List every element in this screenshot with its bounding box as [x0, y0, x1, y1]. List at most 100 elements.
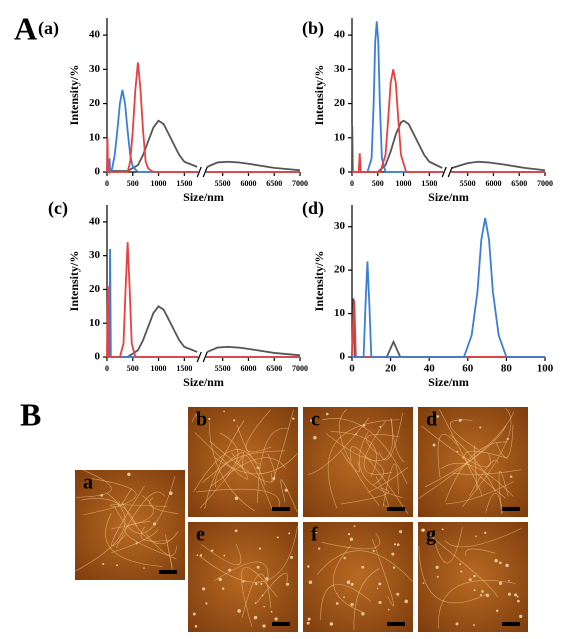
x-tick-label: 6000: [240, 179, 256, 188]
afm-particle: [143, 567, 145, 569]
afm-particle: [393, 543, 397, 546]
afm-particle: [276, 536, 279, 539]
afm-fiber: [140, 526, 170, 542]
scale-bar: [502, 507, 520, 511]
afm-particle: [432, 443, 436, 447]
afm-particle: [372, 549, 375, 552]
afm-fiber: [367, 467, 409, 493]
series-line: [106, 119, 198, 172]
afm-fiber: [322, 418, 408, 485]
series-line: [351, 300, 545, 358]
y-tick-label: 0: [95, 166, 101, 178]
afm-fiber: [418, 411, 514, 500]
afm-particle: [459, 563, 461, 565]
afm-fiber: [114, 475, 176, 534]
afm-particle: [237, 609, 241, 613]
figure-label: A: [14, 10, 37, 46]
y-tick-label: 30: [334, 220, 346, 232]
afm-particle: [258, 547, 262, 550]
afm-fiber: [236, 425, 261, 465]
series-line: [107, 89, 198, 176]
afm-fiber: [105, 512, 163, 567]
afm-particle: [242, 580, 245, 583]
afm-fiber: [280, 479, 298, 513]
afm-particle: [514, 593, 518, 597]
afm-particle: [192, 612, 196, 616]
afm-particle: [378, 582, 382, 586]
afm-particle: [100, 493, 104, 497]
image-label: d: [426, 409, 437, 431]
afm-particle: [495, 609, 499, 612]
y-tick-label: 30: [89, 63, 101, 75]
y-axis-label: Intensity/%: [67, 65, 81, 126]
y-tick-label: 20: [334, 264, 346, 276]
afm-fiber: [498, 471, 509, 514]
afm-particle: [313, 435, 317, 440]
afm-particle: [253, 615, 258, 620]
afm-particle: [404, 599, 408, 604]
afm-particle: [473, 624, 475, 626]
afm-fiber: [209, 441, 276, 483]
afm-fiber: [325, 418, 393, 461]
y-tick-label: 30: [89, 249, 101, 261]
scale-bar: [387, 622, 405, 626]
series-line: [352, 217, 545, 358]
x-tick-label: 7000: [292, 364, 308, 373]
x-tick-label: 7000: [537, 179, 553, 188]
panel-title: (d): [302, 198, 324, 219]
afm-fiber: [444, 528, 522, 548]
series-line: [352, 69, 443, 173]
afm-fiber: [330, 431, 377, 477]
afm-fiber: [372, 539, 395, 607]
x-tick-label: 5500: [460, 179, 476, 188]
y-tick-label: 40: [334, 29, 346, 41]
afm-fiber: [204, 420, 245, 509]
afm-fiber: [339, 409, 380, 506]
y-tick-label: 10: [334, 131, 346, 143]
afm-fiber: [215, 450, 286, 488]
afm-fiber: [445, 481, 514, 505]
afm-particle: [498, 581, 503, 585]
afm-fiber: [74, 492, 126, 572]
afm-fiber: [375, 476, 389, 508]
afm-particle: [102, 562, 105, 566]
afm-fiber: [201, 543, 242, 566]
afm-particle: [290, 555, 294, 559]
series-line: [351, 119, 443, 173]
x-tick-label: 60: [462, 363, 474, 375]
afm-fiber: [464, 450, 508, 499]
afm-image: a: [74, 469, 185, 580]
afm-particle: [306, 621, 310, 625]
scale-bar: [387, 507, 405, 511]
x-tick-label: 6500: [266, 364, 282, 373]
afm-particle: [399, 530, 403, 534]
afm-fiber: [256, 573, 288, 604]
afm-particle: [194, 625, 198, 628]
x-tick-label: 5500: [215, 179, 231, 188]
afm-fiber: [432, 526, 463, 564]
axis-break: [198, 351, 207, 363]
afm-particle: [210, 549, 214, 552]
afm-particle: [223, 410, 225, 413]
x-tick-label: 0: [349, 363, 355, 375]
afm-particle: [329, 622, 334, 626]
afm-fiber: [83, 478, 137, 516]
afm-particle: [422, 582, 425, 584]
afm-particle: [473, 589, 476, 592]
afm-particle: [343, 596, 345, 599]
afm-particle: [396, 592, 400, 596]
afm-fiber: [327, 419, 400, 509]
afm-particle: [307, 617, 311, 621]
y-tick-label: 40: [89, 29, 101, 41]
afm-particle: [441, 528, 444, 531]
scale-bar: [272, 507, 290, 511]
afm-fiber: [199, 526, 298, 583]
figure-label: B: [20, 396, 41, 432]
y-tick-label: 30: [334, 63, 346, 75]
x-tick-label: 100: [537, 363, 554, 375]
afm-fiber: [418, 546, 487, 604]
afm-particle: [199, 554, 203, 557]
y-axis-label: Intensity/%: [67, 251, 81, 312]
axis-break: [198, 166, 207, 178]
